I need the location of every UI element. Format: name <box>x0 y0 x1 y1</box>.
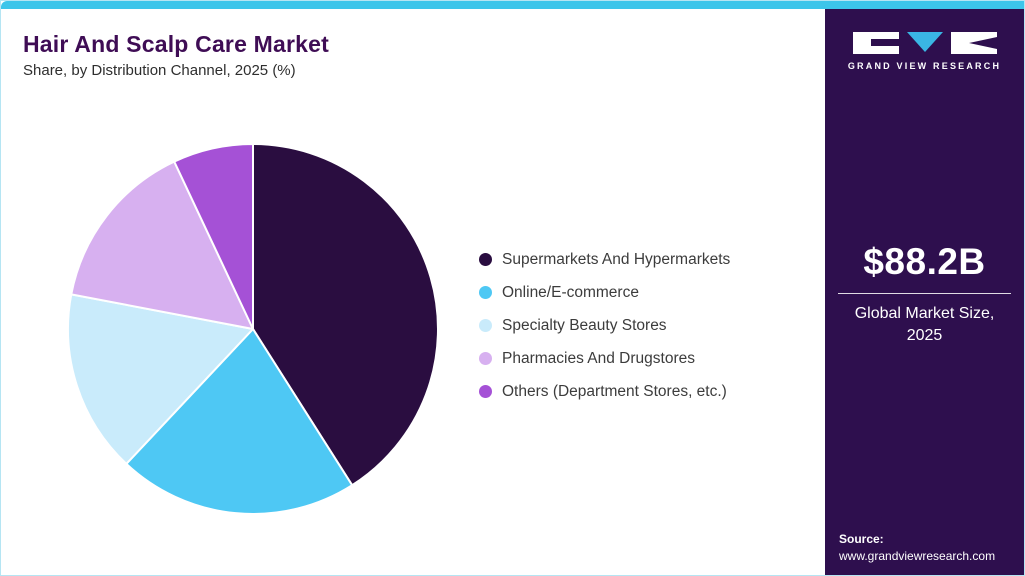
legend-dot-icon <box>479 253 492 266</box>
legend-dot-icon <box>479 385 492 398</box>
legend-item: Supermarkets And Hypermarkets <box>479 249 730 270</box>
source-label: Source: <box>839 532 884 546</box>
chart-legend: Supermarkets And Hypermarkets Online/E-co… <box>479 249 730 402</box>
pie-slice <box>67 293 254 465</box>
brand-logo-text: GRAND VIEW RESEARCH <box>847 61 1002 71</box>
grand-view-research-logo-icon <box>852 32 997 54</box>
legend-item: Online/E-commerce <box>479 282 730 303</box>
pie-chart <box>67 143 439 515</box>
chart-area: Hair And Scalp Care Market Share, by Dis… <box>1 9 827 575</box>
pie-slice <box>125 328 354 515</box>
brand-logo: GRAND VIEW RESEARCH <box>825 31 1024 71</box>
legend-dot-icon <box>479 286 492 299</box>
legend-label: Online/E-commerce <box>502 283 639 301</box>
page-title: Hair And Scalp Care Market <box>23 31 330 57</box>
market-size-label: Global Market Size, 2025 <box>854 305 995 345</box>
top-accent-bar <box>1 1 1024 9</box>
pie-chart-container <box>65 141 441 517</box>
page-subtitle: Share, by Distribution Channel, 2025 (%) <box>23 62 296 79</box>
legend-item: Specialty Beauty Stores <box>479 315 730 336</box>
sidebar-panel: GRAND VIEW RESEARCH $88.2B Global Market… <box>825 9 1024 575</box>
source-block: Source: www.grandviewresearch.com <box>839 532 995 563</box>
legend-label: Specialty Beauty Stores <box>502 316 667 334</box>
pie-slice <box>70 160 254 330</box>
legend-dot-icon <box>479 352 492 365</box>
legend-dot-icon <box>479 319 492 332</box>
source-url: www.grandviewresearch.com <box>839 549 996 563</box>
market-size-block: $88.2B Global Market Size, 2025 <box>825 241 1024 348</box>
pie-slice <box>252 143 439 487</box>
market-size-value: $88.2B <box>838 241 1011 294</box>
pie-slice <box>173 143 254 330</box>
legend-item: Pharmacies And Drugstores <box>479 348 730 369</box>
legend-label: Pharmacies And Drugstores <box>502 349 695 367</box>
legend-label: Others (Department Stores, etc.) <box>502 382 727 400</box>
legend-label: Supermarkets And Hypermarkets <box>502 250 731 268</box>
legend-item: Others (Department Stores, etc.) <box>479 381 730 402</box>
